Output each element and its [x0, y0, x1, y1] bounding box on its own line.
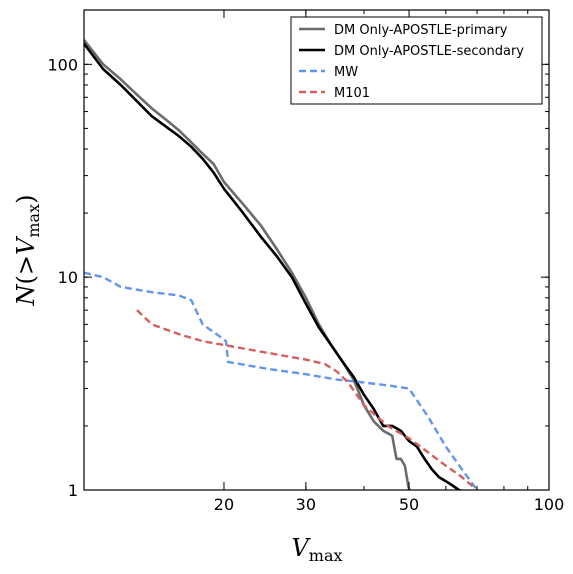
y-tick-label: 10	[58, 268, 78, 287]
series-layer	[84, 39, 478, 490]
legend-label-4: M101	[334, 86, 370, 101]
series-line-1	[84, 39, 411, 490]
x-axis-label-v: V	[291, 534, 311, 562]
plot-frame	[83, 9, 550, 491]
legend-box	[290, 16, 543, 105]
x-tick-label: 20	[214, 495, 234, 514]
tick-labels: 20 30 50 100 1 10 100	[47, 55, 564, 514]
x-tick-label: 100	[534, 495, 565, 514]
legend-label-2: DM Only-APOSTLE-secondary	[334, 44, 524, 59]
series-line-2	[84, 42, 464, 490]
y-axis-label: N(>Vmax)	[12, 195, 43, 307]
series-line-3	[84, 271, 478, 490]
y-tick-label: 100	[47, 55, 78, 74]
x-tick-label: 30	[296, 495, 316, 514]
x-axis-label: Vmax	[291, 534, 342, 565]
legend-label-1: DM Only-APOSTLE-primary	[334, 23, 508, 38]
x-tick-label: 50	[399, 495, 419, 514]
x-axis-label-sub: max	[309, 546, 343, 565]
legend: DM Only-APOSTLE-primary DM Only-APOSTLE-s…	[290, 16, 543, 105]
series-line-4	[136, 309, 478, 490]
y-tick-label: 1	[68, 481, 78, 500]
ticks-layer	[83, 10, 550, 491]
legend-label-3: MW	[334, 65, 358, 80]
